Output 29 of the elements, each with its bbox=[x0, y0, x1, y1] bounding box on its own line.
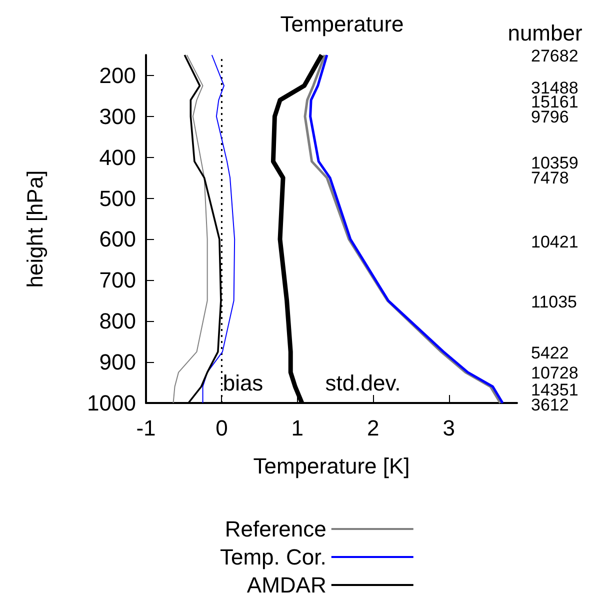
text: 5422 bbox=[531, 344, 569, 362]
y-axis-title: height [hPa] bbox=[22, 170, 48, 288]
annotation: bias bbox=[222, 370, 264, 396]
x-tick-label: 2 bbox=[367, 416, 380, 440]
y-tick-label: 800 bbox=[99, 308, 136, 334]
legend-label: AMDAR bbox=[246, 572, 326, 598]
x-tick-label: 1 bbox=[291, 416, 304, 440]
y-tick-label: 500 bbox=[99, 186, 136, 211]
y-tick-label: 400 bbox=[99, 144, 136, 170]
y-tick-label: 700 bbox=[99, 268, 136, 293]
annotation: std.dev. bbox=[325, 370, 401, 396]
text: 11035 bbox=[531, 292, 578, 312]
chart-title: Temperature bbox=[280, 12, 404, 36]
x-tick-label: 0 bbox=[216, 416, 228, 440]
legend-label: Reference bbox=[224, 516, 326, 542]
text: 10421 bbox=[531, 232, 578, 252]
y-tick-label: 600 bbox=[99, 226, 136, 252]
y-tick-label: 1000 bbox=[87, 390, 136, 416]
x-tick-label: -1 bbox=[136, 416, 156, 440]
y-tick-label: 300 bbox=[99, 104, 136, 129]
text: 10728 bbox=[531, 364, 578, 382]
text: number bbox=[508, 20, 582, 46]
text: 27682 bbox=[531, 46, 578, 66]
legend-label: Temp. Cor. bbox=[220, 544, 326, 570]
y-tick-label: 900 bbox=[99, 350, 136, 375]
x-axis-title: Temperature [K] bbox=[253, 454, 410, 478]
y-tick-label: 200 bbox=[99, 62, 136, 88]
line-series bbox=[172, 54, 208, 404]
x-tick-label: 3 bbox=[442, 416, 455, 440]
